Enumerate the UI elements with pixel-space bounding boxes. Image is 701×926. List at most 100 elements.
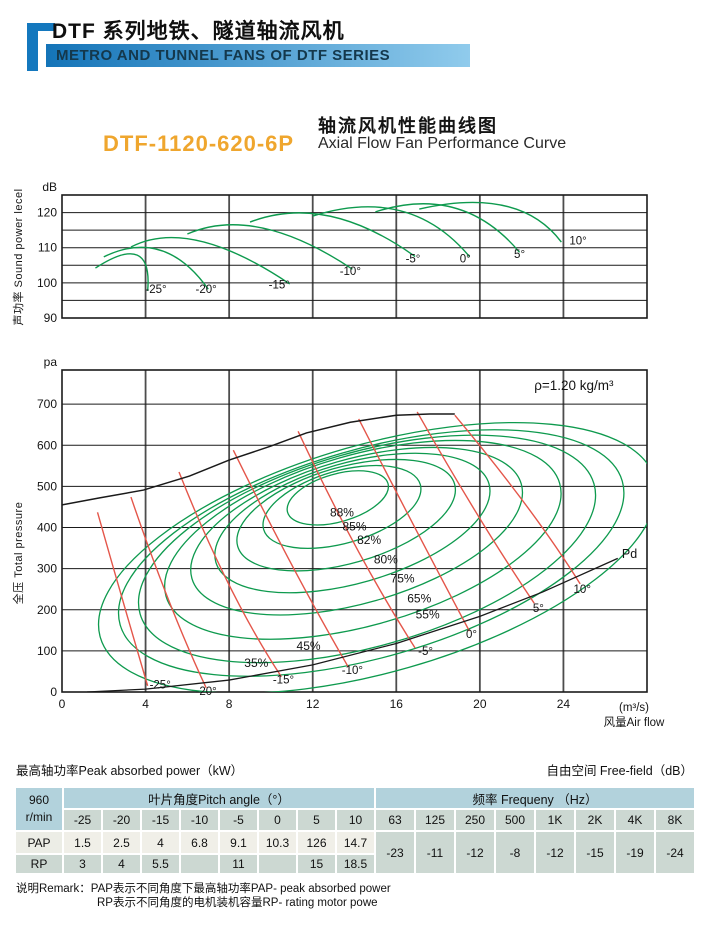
sound-curve-label: -20° xyxy=(196,284,217,296)
header-bracket-shape xyxy=(27,23,55,71)
pressure-x-tick-label: 16 xyxy=(390,697,404,711)
sound-curve-label: -15° xyxy=(269,280,290,292)
pitch-angle-label: -25° xyxy=(150,680,171,692)
efficiency-contour-ellipse xyxy=(286,470,390,526)
rp-value-cell: 11 xyxy=(220,855,257,873)
frequency-column-header: 8K xyxy=(656,810,694,830)
sound-curve-label: -10° xyxy=(340,266,361,278)
efficiency-contour xyxy=(137,434,597,664)
pap-value-cell: 6.8 xyxy=(181,832,218,853)
sound-curve-label: 0° xyxy=(460,254,471,266)
sound-curve xyxy=(312,206,470,257)
pressure-x-axis-unit: (m³/s) xyxy=(619,702,649,714)
sound-y-axis-unit: dB xyxy=(42,180,57,194)
pap-row-label: PAP xyxy=(16,832,62,853)
freefield-value-cell: -24 xyxy=(656,832,694,873)
pressure-x-tick-label: 8 xyxy=(226,697,233,711)
frequency-column-header: 1K xyxy=(536,810,574,830)
rp-value-cell: 5.5 xyxy=(142,855,179,873)
freefield-value-cell: -19 xyxy=(616,832,654,873)
remark-line2: RP表示不同角度的电机装机容量RP- rating motor powe xyxy=(97,897,378,909)
pitch-angle-label: -10° xyxy=(342,665,363,677)
efficiency-contour xyxy=(117,429,625,677)
sound-curve xyxy=(95,253,149,292)
pressure-x-tick-label: 12 xyxy=(306,697,320,711)
sound-curve xyxy=(103,246,209,290)
efficiency-label: 55% xyxy=(416,608,440,622)
freefield-value-cell: -12 xyxy=(536,832,574,873)
pressure-y-tick-label: 700 xyxy=(37,397,57,411)
pitch-angle-column-header: -15 xyxy=(142,810,179,830)
pitch-angle-curve xyxy=(297,430,416,649)
model-number: DTF-1120-620-6P xyxy=(103,131,295,156)
pitch-angle-column-header: -25 xyxy=(64,810,101,830)
efficiency-label: 35% xyxy=(244,656,268,670)
pitch-angle-column-header: 0 xyxy=(259,810,296,830)
subtitle-en: Axial Flow Fan Performance Curve xyxy=(318,135,567,152)
efficiency-contour xyxy=(262,464,422,549)
frequency-column-header: 250 xyxy=(456,810,494,830)
pitch-angle-label: 10° xyxy=(574,584,591,596)
sound-y-tick-label: 90 xyxy=(44,311,58,325)
freefield-value-cell: -23 xyxy=(376,832,414,873)
sound-y-tick-label: 100 xyxy=(37,276,57,290)
pressure-y-axis-unit: pa xyxy=(44,355,58,369)
pitch-angle-label: -5° xyxy=(418,646,433,658)
pressure-y-tick-label: 200 xyxy=(37,603,57,617)
pressure-y-tick-label: 600 xyxy=(37,438,57,452)
pap-value-cell: 10.3 xyxy=(259,832,296,853)
sound-curve-label: 5° xyxy=(514,249,525,261)
pitch-angle-curve xyxy=(416,411,535,604)
efficiency-contour-ellipse xyxy=(97,421,647,692)
pressure-x-tick-label: 24 xyxy=(557,697,571,711)
rpm-value: 960 xyxy=(28,792,50,807)
pap-value-cell: 4 xyxy=(142,832,179,853)
pap-value-cell: 1.5 xyxy=(64,832,101,853)
pitch-angle-curve xyxy=(358,418,471,632)
efficiency-contour-ellipse xyxy=(236,458,457,572)
freefield-value-cell: -12 xyxy=(456,832,494,873)
efficiency-contour xyxy=(97,421,647,692)
pitch-angle-column-header: -5 xyxy=(220,810,257,830)
pitch-angle-curve xyxy=(96,512,149,687)
sound-y-tick-label: 110 xyxy=(38,241,57,255)
pap-value-cell: 126 xyxy=(298,832,335,853)
rpm-unit: r/min xyxy=(25,810,53,824)
pressure-curves xyxy=(62,411,647,692)
efficiency-contour-ellipse xyxy=(117,429,625,677)
pressure-x-tick-label: 0 xyxy=(59,697,66,711)
pitch-angle-curve xyxy=(454,414,581,585)
dynamic-pressure-curve xyxy=(87,557,619,692)
rp-value-cell: 3 xyxy=(64,855,101,873)
pap-value-cell: 2.5 xyxy=(103,832,140,853)
pap-value-cell: 9.1 xyxy=(220,832,257,853)
pressure-y-tick-label: 300 xyxy=(37,562,57,576)
air-density-annotation: ρ=1.20 kg/m³ xyxy=(534,378,614,393)
header-title-cn: DTF 系列地铁、隧道轴流风机 xyxy=(52,20,345,43)
pitch-angle-label: 0° xyxy=(466,629,477,641)
efficiency-contour xyxy=(163,439,562,640)
rp-value-cell: 18.5 xyxy=(337,855,374,873)
sound-chart-grid xyxy=(61,194,648,319)
pitch-angle-curve xyxy=(130,496,207,689)
sound-curve xyxy=(187,224,353,270)
rp-value-cell xyxy=(181,855,218,873)
pitch-angle-label: -15° xyxy=(273,675,294,687)
frequency-column-header: 2K xyxy=(576,810,614,830)
pressure-x-tick-label: 20 xyxy=(473,697,487,711)
sound-y-axis-title: 声功率 Sound power lecel xyxy=(11,188,25,325)
pitch-angle-column-header: 5 xyxy=(298,810,335,830)
sound-curve xyxy=(419,201,562,243)
pressure-y-tick-label: 100 xyxy=(37,644,57,658)
subtitle-cn: 轴流风机性能曲线图 xyxy=(318,116,498,136)
rp-value-cell: 15 xyxy=(298,855,335,873)
efficiency-contour xyxy=(190,446,524,616)
efficiency-label: 65% xyxy=(407,592,431,606)
sound-y-tick-label: 120 xyxy=(37,206,57,220)
efficiency-contour-ellipse xyxy=(214,452,491,594)
efficiency-contour xyxy=(286,470,390,526)
pressure-chart-grid xyxy=(61,369,648,693)
pitch-angle-header: 叶片角度Pitch angle（°） xyxy=(64,788,374,808)
pitch-angle-column-header: -10 xyxy=(181,810,218,830)
freefield-table-caption: 自由空间 Free-field（dB） xyxy=(546,764,693,778)
